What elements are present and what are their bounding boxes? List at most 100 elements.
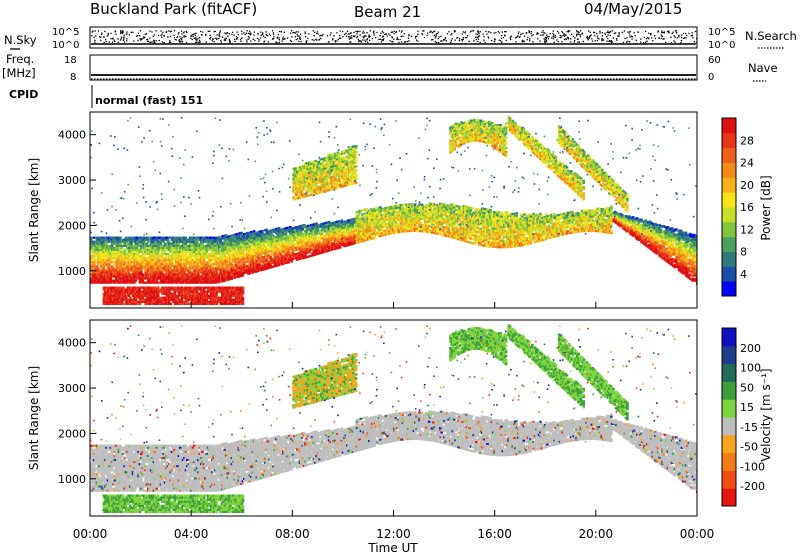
power-echo: [262, 237, 266, 240]
power-echo: [148, 279, 151, 282]
power-echo: [333, 229, 336, 232]
power-echo: [402, 215, 406, 219]
power-echo: [262, 252, 266, 255]
nsky-dot: [212, 38, 214, 40]
nsky-dot: [552, 30, 554, 32]
power-echo: [301, 228, 304, 231]
power-echo: [117, 259, 121, 262]
power-echo: [128, 242, 132, 245]
power-echo: [290, 229, 293, 232]
power-echo: [137, 250, 140, 254]
power-echo: [258, 242, 261, 246]
nsky-dot: [143, 36, 145, 38]
nsky-dot: [339, 30, 341, 32]
power-echo: [108, 277, 111, 280]
power-echo: [330, 248, 334, 251]
power-echo: [372, 236, 375, 239]
nsky-dot: [357, 30, 359, 32]
power-echo: [347, 237, 350, 240]
power-echo: [201, 257, 204, 260]
power-echo: [393, 205, 396, 208]
nsky-dot: [248, 32, 250, 35]
power-echo: [316, 244, 320, 247]
power-echo: [206, 277, 210, 280]
power-echo: [301, 248, 304, 252]
power-echo: [425, 212, 428, 215]
power-echo: [251, 269, 254, 272]
power-echo: [101, 257, 104, 260]
nsky-dot: [155, 40, 157, 42]
nsky-dot: [570, 41, 572, 43]
power-echo: [99, 255, 103, 258]
nsky-dot: [573, 41, 575, 43]
nsearch-tick-bottom: 10^0: [708, 40, 735, 51]
power-echo: [295, 240, 299, 243]
power-echo: [133, 267, 136, 270]
power-echo: [251, 244, 254, 248]
power-echo: [99, 259, 103, 262]
power-echo: [181, 263, 185, 266]
power-echo: [142, 257, 146, 260]
power-echo: [309, 236, 313, 239]
power-echo: [411, 223, 414, 226]
power-echo: [250, 247, 253, 250]
power-echo: [343, 220, 346, 223]
power-echo: [116, 238, 119, 241]
power-echo: [416, 221, 420, 224]
power-echo: [308, 246, 311, 250]
power-echo: [311, 233, 314, 237]
power-echo: [198, 248, 202, 251]
power-echo: [272, 230, 275, 233]
power-echo: [179, 279, 182, 282]
power-echo: [181, 255, 185, 258]
power-echo: [119, 238, 122, 241]
power-echo: [184, 236, 188, 239]
nsky-dot: [236, 31, 238, 33]
power-echo: [388, 216, 392, 219]
nsky-dot: [648, 37, 650, 39]
power-echo: [277, 229, 281, 232]
power-echo: [165, 252, 168, 256]
power-echo: [240, 233, 243, 236]
power-echo: [320, 245, 324, 248]
power-echo: [247, 235, 250, 239]
nsky-dot: [161, 41, 164, 43]
power-echo: [269, 231, 272, 234]
power-echo: [141, 267, 145, 270]
power-echo: [211, 238, 214, 241]
power-echo: [380, 226, 384, 229]
nsky-dot: [456, 37, 458, 39]
power-echo: [354, 237, 357, 241]
nsky-dot: [543, 32, 545, 34]
power-echo: [105, 265, 108, 268]
nsky-dot: [294, 32, 296, 34]
power-echo: [141, 242, 145, 245]
power-echo: [401, 210, 405, 213]
power-echo: [219, 266, 222, 269]
power-echo: [186, 240, 189, 243]
power-echo: [110, 246, 114, 249]
power-echo: [430, 219, 434, 222]
nsky-dot: [247, 38, 249, 40]
power-echo: [158, 265, 161, 268]
nsky-dot: [404, 41, 406, 43]
nsky-dot: [674, 30, 677, 32]
power-echo: [169, 236, 172, 239]
nsky-dot: [505, 39, 507, 42]
power-echo: [186, 267, 189, 270]
power-echo: [407, 229, 410, 233]
power-echo: [91, 244, 94, 247]
power-echo: [393, 207, 396, 210]
power-echo: [187, 261, 190, 264]
power-echo: [426, 214, 430, 217]
power-echo: [97, 261, 100, 264]
power-echo: [433, 215, 437, 218]
nsky-dot: [682, 32, 685, 35]
nsky-dot: [353, 31, 355, 34]
power-echo: [163, 242, 167, 245]
power-echo: [204, 273, 207, 276]
nsky-dot: [450, 39, 452, 42]
power-echo: [154, 252, 157, 256]
nsky-dot: [298, 40, 300, 42]
power-echo: [266, 240, 270, 243]
